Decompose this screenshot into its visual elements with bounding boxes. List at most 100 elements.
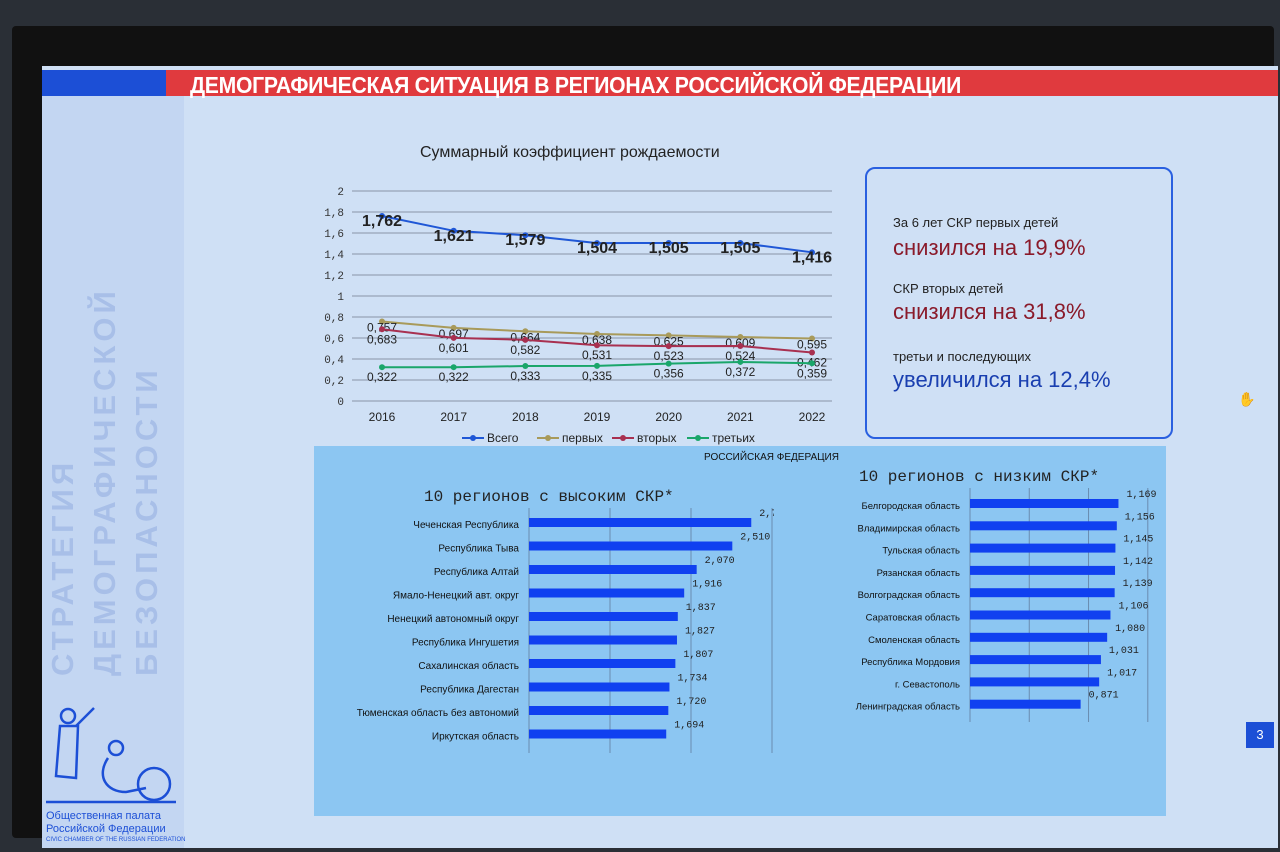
- data-label: 0,333: [510, 369, 540, 383]
- bar-value-label: 0,871: [1089, 691, 1119, 702]
- bar-value-label: 1,807: [683, 650, 713, 661]
- high-tfr-bar-chart: 2,744 Чеченская Республика 2,510 Республика…: [357, 508, 774, 753]
- logo-text: Общественная палата: [46, 810, 161, 822]
- region-label: Тюменская область без автономий: [357, 707, 519, 719]
- low-tfr-title: 10 регионов с низким СКР*: [859, 468, 1100, 486]
- bar-value-label: 2,070: [705, 556, 735, 567]
- region-label: Рязанская область: [877, 568, 960, 579]
- data-point: [379, 364, 385, 371]
- summary-value-second: снизился на 31,8%: [893, 299, 1086, 324]
- summary-value-third: увеличился на 12,4%: [893, 367, 1111, 392]
- region-label: Волгоградская область: [858, 590, 960, 601]
- bar: [529, 682, 670, 692]
- data-point: [809, 335, 815, 342]
- bar: [529, 518, 752, 527]
- bar: [970, 655, 1101, 665]
- data-label: 0,601: [439, 341, 469, 355]
- header-red-stripe: [166, 70, 1278, 96]
- data-point: [665, 343, 672, 350]
- data-label: 1,762: [362, 213, 402, 230]
- bar: [529, 729, 667, 739]
- y-tick-label: 1,6: [324, 229, 344, 241]
- summary-box: За 6 лет СКР первых детей снизился на 19…: [865, 167, 1173, 439]
- regions-panel: РОССИЙСКАЯ ФЕДЕРАЦИЯ 10 регионов с высок…: [314, 446, 1166, 816]
- data-point: [594, 331, 600, 338]
- legend-label: третьих: [712, 431, 755, 445]
- x-tick-label: 2016: [369, 410, 396, 424]
- data-point: [594, 342, 600, 349]
- birth-rate-line-chart: 0 0,2 0,4 0,6 0,8 1 1,2 1,4 1,6 1,8 2 2016 2017 2018 2…: [324, 187, 832, 445]
- data-point: [379, 318, 385, 325]
- data-point: [665, 239, 672, 246]
- data-label: 1,621: [434, 228, 474, 245]
- legend-marker: [620, 435, 626, 441]
- bar-value-label: 1,080: [1115, 624, 1145, 635]
- region-label: Ленинградская область: [856, 702, 960, 713]
- legend-label: Всего: [487, 431, 519, 445]
- region-label: Смоленская область: [868, 635, 960, 646]
- bar: [970, 632, 1108, 642]
- data-label: 0,523: [654, 349, 684, 363]
- data-label: 0,582: [510, 343, 540, 357]
- bar: [529, 588, 685, 598]
- data-point: [665, 332, 672, 339]
- data-point: [737, 342, 744, 349]
- data-label: 0,638: [582, 333, 612, 347]
- region-label: Сахалинская область: [418, 660, 519, 672]
- region-label: Ямало-Ненецкий авт. округ: [393, 591, 519, 602]
- data-point: [522, 328, 529, 335]
- bar-value-label: 1,837: [686, 603, 716, 614]
- bar: [529, 706, 669, 715]
- data-label: 0,335: [582, 369, 612, 383]
- x-tick-label: 2018: [512, 410, 539, 424]
- data-point: [379, 212, 385, 219]
- y-tick-label: 2: [337, 187, 344, 199]
- x-tick-label: 2019: [584, 410, 611, 424]
- data-point: [450, 227, 457, 234]
- bar: [970, 699, 1081, 709]
- data-point: [809, 360, 815, 367]
- data-label: 1,579: [505, 232, 545, 249]
- bar: [970, 543, 1116, 553]
- bar-value-label: 1,139: [1123, 579, 1153, 590]
- legend-label: вторых: [637, 431, 676, 445]
- bar-value-label: 1,827: [685, 627, 715, 638]
- monitor-screen: СТРАТЕГИЯ ДЕМОГРАФИЧЕСКОЙ БЕЗОПАСНОСТИ О…: [12, 26, 1278, 848]
- bar: [529, 659, 676, 668]
- region-label: Белгородская область: [861, 501, 960, 512]
- data-point: [450, 364, 457, 371]
- bar-value-label: 1,106: [1118, 602, 1148, 613]
- region-label: г. Севастополь: [895, 679, 960, 690]
- region-label: Иркутская область: [432, 731, 519, 743]
- data-label: 1,505: [649, 240, 689, 257]
- x-tick-label: 2017: [440, 410, 467, 424]
- summary-value-first: снизился на 19,9%: [893, 235, 1086, 260]
- data-point: [522, 363, 529, 370]
- data-label: 0,625: [654, 334, 684, 348]
- data-point: [737, 239, 744, 246]
- legend-marker: [470, 435, 476, 441]
- region-label: Ненецкий автономный округ: [387, 614, 519, 625]
- region-label: Чеченская Республика: [413, 519, 519, 531]
- bar-value-label: 1,145: [1123, 535, 1153, 546]
- bar: [970, 521, 1117, 531]
- data-label: 0,683: [367, 332, 397, 346]
- sidebar-line: БЕЗОПАСНОСТИ: [129, 366, 164, 676]
- region-label: Республика Дагестан: [420, 684, 519, 696]
- data-point: [522, 336, 529, 343]
- data-label: 1,504: [577, 240, 617, 257]
- data-point: [450, 324, 457, 331]
- presentation-slide: СТРАТЕГИЯ ДЕМОГРАФИЧЕСКОЙ БЕЗОПАСНОСТИ О…: [42, 66, 1278, 848]
- bar-value-label: 1,734: [677, 674, 707, 685]
- slide-title: ДЕМОГРАФИЧЕСКАЯ СИТУАЦИЯ В РЕГИОНАХ РОСС…: [190, 72, 962, 98]
- bar-value-label: 2,510: [740, 533, 770, 544]
- bar: [529, 612, 678, 621]
- x-tick-label: 2020: [655, 410, 682, 424]
- data-label: 1,416: [792, 249, 832, 266]
- regions-panel-title: РОССИЙСКАЯ ФЕДЕРАЦИЯ: [704, 452, 839, 463]
- bar-value-label: 1,017: [1107, 668, 1137, 679]
- data-point: [809, 349, 815, 356]
- bar-value-label: 1,720: [676, 697, 706, 708]
- data-point: [594, 240, 600, 247]
- legend-label: первых: [562, 431, 603, 445]
